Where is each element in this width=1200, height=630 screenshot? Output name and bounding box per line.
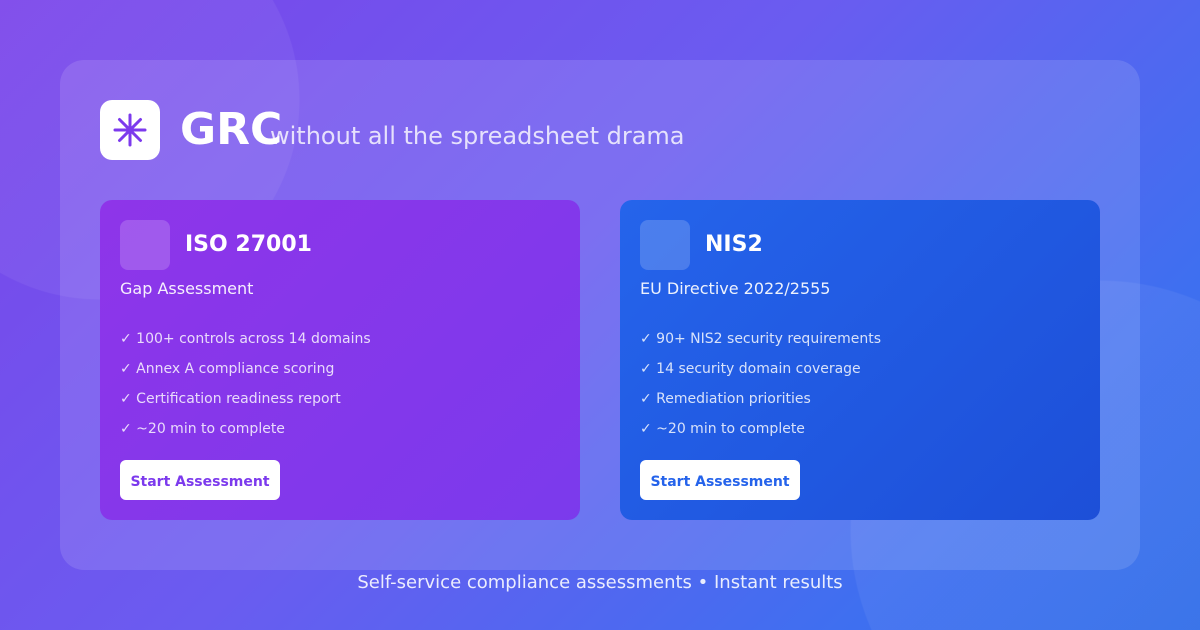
feature-item: ✓ 100+ controls across 14 domains bbox=[120, 331, 371, 347]
feature-item: ✓ Annex A compliance scoring bbox=[120, 361, 335, 377]
tagline: without all the spreadsheet drama bbox=[270, 122, 685, 150]
card-subtitle: EU Directive 2022/2555 bbox=[640, 279, 831, 298]
feature-item: ✓ 14 security domain coverage bbox=[640, 361, 861, 377]
iso27001-card: ISO 27001 Gap Assessment ✓ 100+ controls… bbox=[100, 200, 580, 520]
start-assessment-button[interactable]: Start Assessment bbox=[640, 460, 800, 500]
logo bbox=[100, 100, 160, 160]
feature-list: ✓ 100+ controls across 14 domains ✓ Anne… bbox=[120, 324, 371, 444]
brand-name: GRC bbox=[180, 104, 283, 155]
card-title: ISO 27001 bbox=[185, 232, 312, 257]
asterisk-icon bbox=[113, 113, 147, 147]
feature-list: ✓ 90+ NIS2 security requirements ✓ 14 se… bbox=[640, 324, 881, 444]
start-assessment-button[interactable]: Start Assessment bbox=[120, 460, 280, 500]
feature-item: ✓ Remediation priorities bbox=[640, 391, 811, 407]
card-subtitle: Gap Assessment bbox=[120, 279, 254, 298]
card-icon bbox=[120, 220, 170, 270]
card-title: NIS2 bbox=[705, 232, 763, 257]
feature-item: ✓ Certification readiness report bbox=[120, 391, 341, 407]
feature-item: ✓ ~20 min to complete bbox=[120, 421, 285, 437]
card-icon bbox=[640, 220, 690, 270]
nis2-card: NIS2 EU Directive 2022/2555 ✓ 90+ NIS2 s… bbox=[620, 200, 1100, 520]
feature-item: ✓ 90+ NIS2 security requirements bbox=[640, 331, 882, 347]
footer-text: Self-service compliance assessments • In… bbox=[357, 572, 843, 593]
feature-item: ✓ ~20 min to complete bbox=[640, 421, 805, 437]
